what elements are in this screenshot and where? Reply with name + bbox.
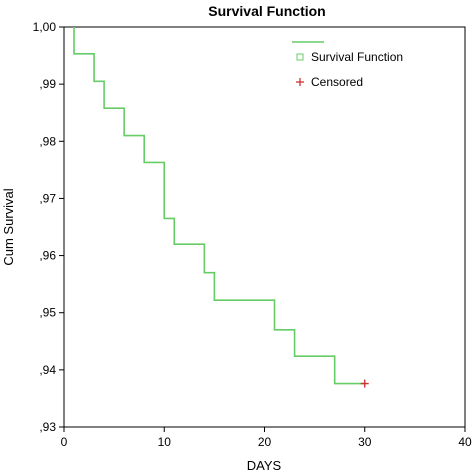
y-tick-label: ,97 <box>39 191 56 205</box>
x-axis-label: DAYS <box>247 458 282 473</box>
legend-label-survival-function: Survival Function <box>311 50 403 64</box>
x-tick-label: 40 <box>458 435 472 449</box>
y-tick-label: ,99 <box>39 77 56 91</box>
censored-layer <box>360 379 369 388</box>
x-tick-label: 30 <box>358 435 372 449</box>
censored-marker <box>360 379 369 388</box>
y-tick-label: ,93 <box>39 420 56 434</box>
legend-label-censored: Censored <box>311 75 363 89</box>
legend-square-marker <box>296 53 304 61</box>
y-tick-label: ,95 <box>39 306 56 320</box>
legend-plus-marker <box>296 78 304 86</box>
y-tick-label: 1,00 <box>33 20 57 34</box>
x-tick-label: 0 <box>61 435 68 449</box>
y-axis-label: Cum Survival <box>1 188 16 265</box>
x-tick-label: 10 <box>158 435 172 449</box>
y-tick-label: ,94 <box>39 363 56 377</box>
plot-area <box>63 26 466 428</box>
axis-ticks: 0 10 20 30 40 ,93 ,94 ,95 ,96 ,97 ,98 ,99 1,00 <box>33 20 472 449</box>
y-tick-label: ,96 <box>39 249 56 263</box>
series-layer <box>73 27 365 385</box>
chart-title: Survival Function <box>208 3 325 19</box>
legend: Survival Function Censored <box>292 41 403 89</box>
survival-function-line <box>73 27 365 385</box>
x-tick-label: 20 <box>258 435 272 449</box>
y-tick-label: ,98 <box>39 134 56 148</box>
